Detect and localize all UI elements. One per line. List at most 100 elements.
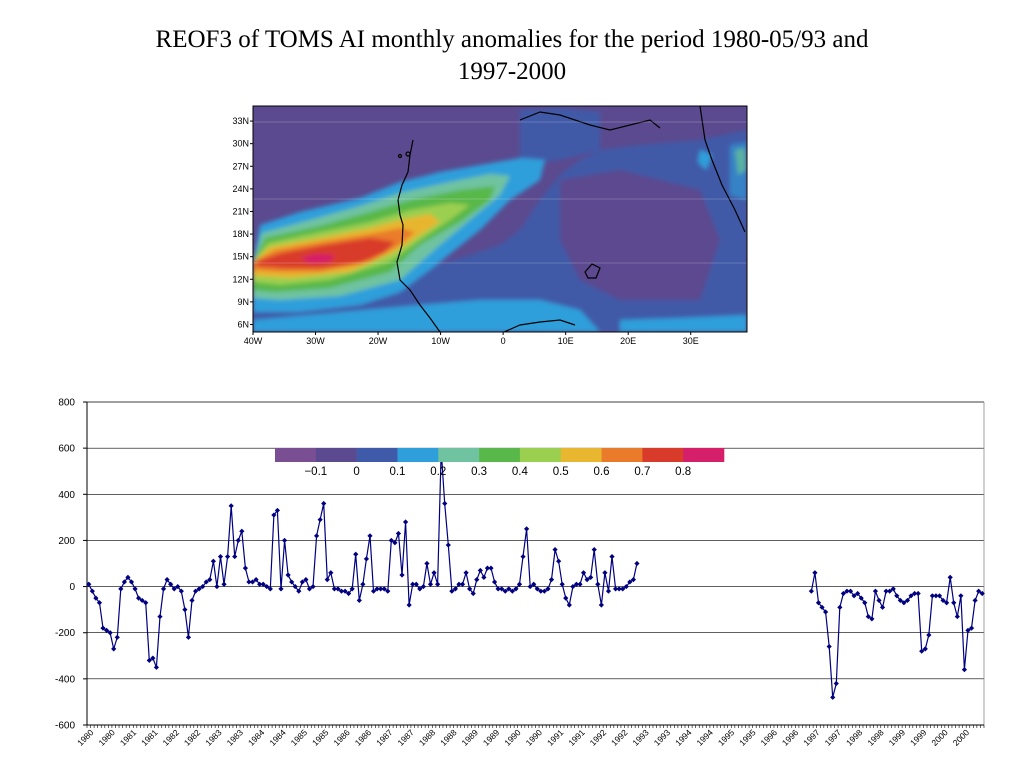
map-longitude-labels: 40W 30W 20W 10W 0 10E 20E 30E	[244, 332, 699, 346]
data-point	[100, 625, 106, 631]
colorbar-label: 0	[353, 466, 359, 478]
data-point	[356, 597, 362, 604]
longitude-label: 40W	[244, 336, 263, 346]
data-point	[958, 593, 964, 599]
data-point	[951, 600, 957, 606]
data-point	[968, 625, 975, 631]
data-point	[424, 560, 430, 567]
x-tick-label: 2000	[951, 727, 972, 748]
colorbar: −0.1 0 0.1 0.2 0.3 0.4 0.5 0.6 0.7 0.8	[275, 448, 725, 478]
data-point	[865, 613, 871, 620]
data-point	[919, 648, 925, 654]
data-point	[911, 590, 918, 597]
x-tick-label: 1983	[225, 727, 246, 748]
y-tick-label: -600	[55, 721, 75, 732]
y-tick-label: -200	[55, 628, 75, 639]
data-point	[367, 533, 373, 539]
latitude-label: 9N	[237, 297, 249, 307]
latitude-label: 15N	[232, 252, 249, 262]
x-tick-label: 1987	[374, 727, 395, 748]
latitude-label: 18N	[232, 229, 249, 239]
x-tick-label: 1984	[267, 727, 288, 748]
data-point	[89, 588, 95, 594]
longitude-label: 20W	[369, 336, 388, 346]
data-point	[278, 586, 284, 592]
page-title: REOF3 of TOMS AI monthly anomalies for t…	[0, 24, 1024, 88]
data-point	[346, 590, 352, 597]
data-point	[513, 586, 519, 592]
data-point	[303, 577, 309, 583]
data-point	[189, 597, 195, 604]
data-point	[499, 586, 505, 592]
x-tick-label: 1997	[823, 727, 844, 748]
data-point	[285, 572, 291, 578]
colorbar-swatch	[275, 448, 317, 462]
data-point	[545, 586, 551, 592]
colorbar-label: 0.6	[594, 466, 610, 478]
data-point	[862, 600, 868, 606]
data-point	[833, 680, 839, 687]
x-tick-label: 1996	[780, 727, 801, 748]
data-point	[242, 565, 248, 571]
data-point	[253, 577, 259, 583]
data-point	[527, 583, 533, 590]
data-point	[815, 600, 822, 606]
data-point	[442, 500, 448, 507]
latitude-label: 12N	[232, 274, 249, 284]
data-point	[534, 586, 540, 592]
x-tick-label: 1989	[481, 727, 502, 748]
data-point	[86, 581, 92, 587]
data-point	[524, 526, 530, 532]
colorbar-label: 0.3	[471, 466, 487, 478]
colorbar-label: 0.5	[553, 466, 569, 478]
data-point	[274, 507, 281, 514]
x-tick-label: 1989	[460, 727, 481, 748]
y-tick-label: 400	[58, 490, 75, 501]
data-point	[299, 579, 305, 585]
data-point	[192, 588, 199, 594]
data-point	[264, 583, 270, 590]
data-point	[876, 597, 882, 604]
data-point	[335, 586, 341, 592]
data-point	[114, 634, 120, 640]
data-point	[182, 607, 188, 613]
data-point	[623, 583, 629, 590]
data-point	[93, 595, 99, 601]
latitude-label: 27N	[232, 161, 249, 171]
data-point	[292, 583, 298, 590]
x-tick-label: 1982	[182, 727, 203, 748]
data-point	[257, 581, 263, 587]
data-point	[378, 586, 384, 592]
x-tick-label: 1980	[96, 727, 117, 748]
colorbar-swatch	[397, 448, 439, 462]
data-point	[887, 588, 893, 594]
data-point	[634, 560, 640, 567]
colorbar-swatch	[356, 448, 398, 462]
x-tick-label: 1992	[609, 727, 630, 748]
x-tick-label: 1991	[566, 727, 587, 748]
data-point	[926, 632, 932, 638]
data-point	[456, 581, 462, 587]
data-point	[385, 588, 391, 594]
data-point	[556, 558, 562, 564]
series-line	[88, 450, 638, 668]
x-tick-label: 1996	[759, 727, 780, 748]
data-point	[413, 581, 419, 587]
data-point	[840, 590, 846, 597]
data-point	[541, 588, 547, 594]
colorbar-swatch	[642, 448, 684, 462]
data-point	[477, 567, 483, 574]
x-tick-label: 1999	[887, 727, 908, 748]
data-point	[491, 579, 498, 585]
data-point	[904, 597, 911, 604]
x-tick-label: 1985	[310, 727, 331, 748]
data-point	[103, 627, 110, 634]
data-point	[146, 657, 152, 663]
data-point	[965, 627, 971, 634]
data-point	[203, 579, 209, 585]
latitude-label: 6N	[237, 319, 249, 329]
x-tick-label: 1991	[545, 727, 566, 748]
x-tick-label: 1981	[139, 727, 160, 748]
longitude-label: 10E	[558, 336, 574, 346]
data-point	[883, 588, 889, 594]
